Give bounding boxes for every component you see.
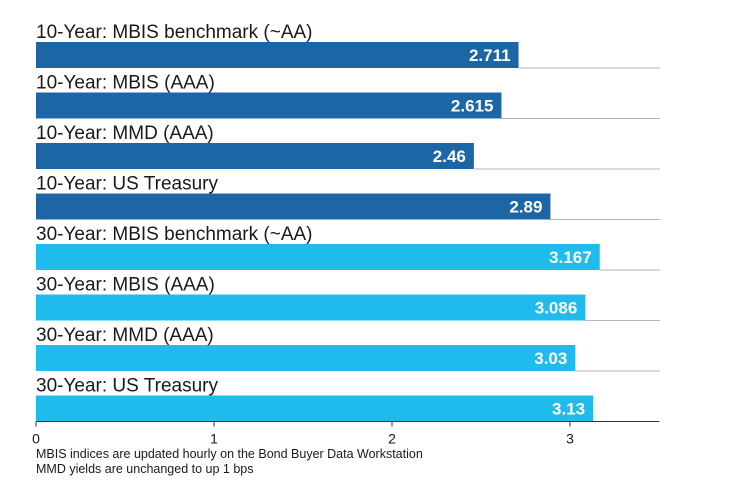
bar-value-label: 3.13 [552,400,585,419]
category-label: 10-Year: US Treasury [36,174,218,195]
bar [36,244,600,270]
bar [36,92,502,119]
bar [36,143,474,169]
bar-value-label: 3.086 [535,299,578,318]
x-tick-label: 3 [566,431,574,447]
category-label: 10-Year: MBIS (AAA) [36,73,215,94]
bar-value-label: 2.89 [509,198,542,217]
category-label: 10-Year: MBIS benchmark (~AA) [36,22,313,43]
bar [36,193,551,220]
bar [36,294,586,321]
footnote-2: MMD yields are unchanged to up 1 bps [36,462,254,476]
bar-value-label: 2.46 [433,147,466,166]
category-label: 30-Year: MBIS (AAA) [36,275,215,296]
bar [36,42,519,68]
bar-value-label: 2.711 [469,46,511,65]
bar [36,345,576,371]
category-label: 30-Year: MMD (AAA) [36,325,214,346]
bar-value-label: 3.03 [534,349,567,368]
x-tick-label: 1 [210,431,218,447]
category-label: 30-Year: US Treasury [36,376,218,397]
bar-value-label: 3.167 [549,248,592,267]
category-label: 30-Year: MBIS benchmark (~AA) [36,224,313,245]
footnote-1: MBIS indices are updated hourly on the B… [36,447,423,461]
category-label: 10-Year: MMD (AAA) [36,123,214,144]
bar-value-label: 2.615 [451,97,494,116]
x-tick-label: 0 [32,431,40,447]
bar [36,395,594,422]
x-tick-label: 2 [388,431,396,447]
